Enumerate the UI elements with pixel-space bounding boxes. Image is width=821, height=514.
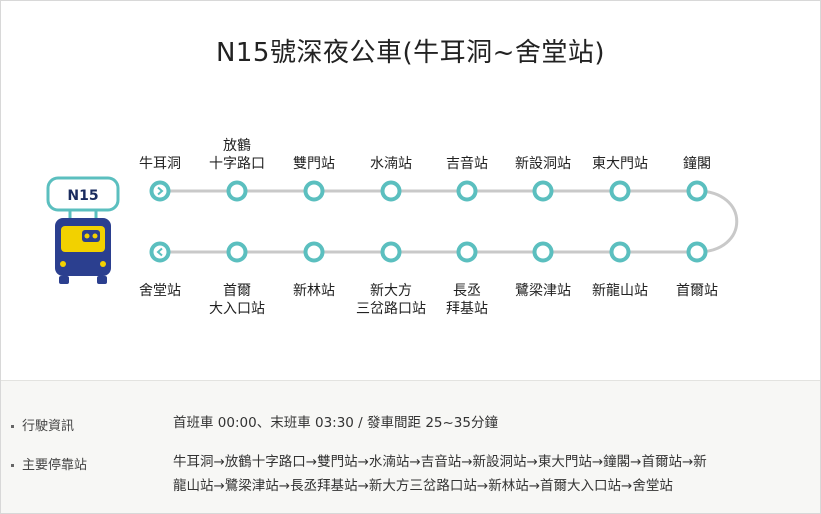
stop-name-line1: 鷺梁津站 — [515, 283, 571, 299]
bottom-stop-marker — [532, 241, 554, 263]
stop-name-line1: 牛耳洞 — [139, 156, 181, 172]
stop-name-line1: 首爾站 — [676, 283, 718, 299]
bus-driver-eye-left — [84, 233, 90, 239]
top-stop-label: 牛耳洞 — [115, 155, 205, 173]
top-stop-marker — [380, 180, 402, 202]
stops-top-row — [149, 180, 708, 202]
bottom-stop-label: 首爾 大入口站 — [192, 282, 282, 318]
top-stop-label: 放鶴 十字路口 — [192, 137, 282, 173]
operation-label-text: 行駛資訊 — [22, 419, 75, 434]
operation-info-label: 行駛資訊 — [11, 415, 151, 434]
top-stop-marker — [456, 180, 478, 202]
route-badge-text: N15 — [67, 188, 98, 204]
top-stop-label: 水湳站 — [346, 155, 436, 173]
stop-name-line1: 東大門站 — [592, 156, 648, 172]
top-stop-marker — [686, 180, 708, 202]
bottom-stop-marker — [149, 241, 171, 263]
top-stop-marker — [149, 180, 171, 202]
top-stop-label: 新設洞站 — [498, 155, 588, 173]
bottom-stop-marker — [456, 241, 478, 263]
direction-left-icon — [156, 247, 163, 257]
main-stops-label-text: 主要停靠站 — [22, 458, 88, 473]
main-stops-line2: 龍山站→鷺梁津站→長丞拜基站→新大方三岔路口站→新林站→首爾大入口站→舍堂站 — [173, 478, 673, 494]
top-stop-marker — [303, 180, 325, 202]
main-stops-value: 牛耳洞→放鶴十字路口→雙門站→水湳站→吉音站→新設洞站→東大門站→鐘閣→首爾站→… — [173, 450, 813, 498]
main-stops-label: 主要停靠站 — [11, 454, 151, 473]
top-stop-label: 東大門站 — [575, 155, 665, 173]
top-stop-marker — [532, 180, 554, 202]
stop-name-line2: 拜基站 — [446, 301, 488, 317]
bus-icon: N15 — [46, 176, 120, 284]
stop-name-line1: 舍堂站 — [139, 283, 181, 299]
bottom-stop-label: 新林站 — [269, 282, 359, 300]
bottom-stop-label: 鷺梁津站 — [498, 282, 588, 300]
bottom-stop-marker — [380, 241, 402, 263]
top-stop-marker — [226, 180, 248, 202]
bus-wheel-left — [59, 276, 69, 284]
route-diagram: N15 牛耳洞 放鶴 十字路口 雙門站 水湳站 吉音站 新設洞站 東大門站 鐘閣 舍堂站 首爾 大入… — [46, 137, 742, 318]
stop-name-line2: 大入口站 — [209, 301, 265, 317]
stop-name-line1: 鐘閣 — [683, 156, 711, 172]
bottom-stop-marker — [686, 241, 708, 263]
bottom-stop-marker — [226, 241, 248, 263]
operation-info-value: 首班車 00:00、末班車 03:30 / 發車間距 25~35分鐘 — [173, 415, 498, 431]
bus-headlight-right — [100, 261, 106, 267]
stop-name-line1: 新設洞站 — [515, 156, 571, 172]
bottom-stop-marker — [303, 241, 325, 263]
main-stops-line1: 牛耳洞→放鶴十字路口→雙門站→水湳站→吉音站→新設洞站→東大門站→鐘閣→首爾站→… — [173, 454, 707, 470]
stop-name-line1: 吉音站 — [446, 156, 488, 172]
bullet-icon — [11, 464, 14, 467]
stops-bottom-row — [149, 241, 708, 263]
top-stop-label: 雙門站 — [269, 155, 359, 173]
stop-name-line1: 新龍山站 — [592, 283, 648, 299]
stop-name-line2: 三岔路口站 — [356, 301, 426, 317]
bus-driver-eye-right — [92, 233, 98, 239]
bus-wheel-right — [97, 276, 107, 284]
bottom-stop-label: 舍堂站 — [115, 282, 205, 300]
top-stop-marker — [609, 180, 631, 202]
stop-name-line1: 長丞 — [453, 283, 481, 299]
top-stop-label: 吉音站 — [422, 155, 512, 173]
route-badge-frame — [46, 176, 120, 212]
bottom-stop-marker — [609, 241, 631, 263]
stop-name-line2: 十字路口 — [209, 156, 265, 172]
stop-name-line1: 水湳站 — [370, 156, 412, 172]
route-map-svg: N15 — [46, 176, 739, 284]
bottom-stop-label: 新大方 三岔路口站 — [346, 282, 436, 318]
stop-name-line1: 首爾 — [223, 283, 251, 299]
stop-name-line1: 雙門站 — [293, 156, 335, 172]
bus-driver — [82, 230, 100, 242]
bottom-stop-label: 首爾站 — [652, 282, 742, 300]
bottom-stop-label: 長丞 拜基站 — [422, 282, 512, 318]
bottom-stop-label: 新龍山站 — [575, 282, 665, 300]
bullet-icon — [11, 425, 14, 428]
route-line — [160, 189, 739, 254]
page-title: N15號深夜公車(牛耳洞~舍堂站) — [215, 38, 606, 68]
direction-right-icon — [157, 186, 164, 196]
stop-name-line1: 新林站 — [293, 283, 335, 299]
info-panel: 行駛資訊 首班車 00:00、末班車 03:30 / 發車間距 25~35分鐘 … — [1, 380, 820, 513]
bus-headlight-left — [60, 261, 66, 267]
stop-name-line1: 放鶴 — [223, 138, 251, 154]
top-stop-label: 鐘閣 — [652, 155, 742, 173]
stop-name-line1: 新大方 — [370, 283, 412, 299]
